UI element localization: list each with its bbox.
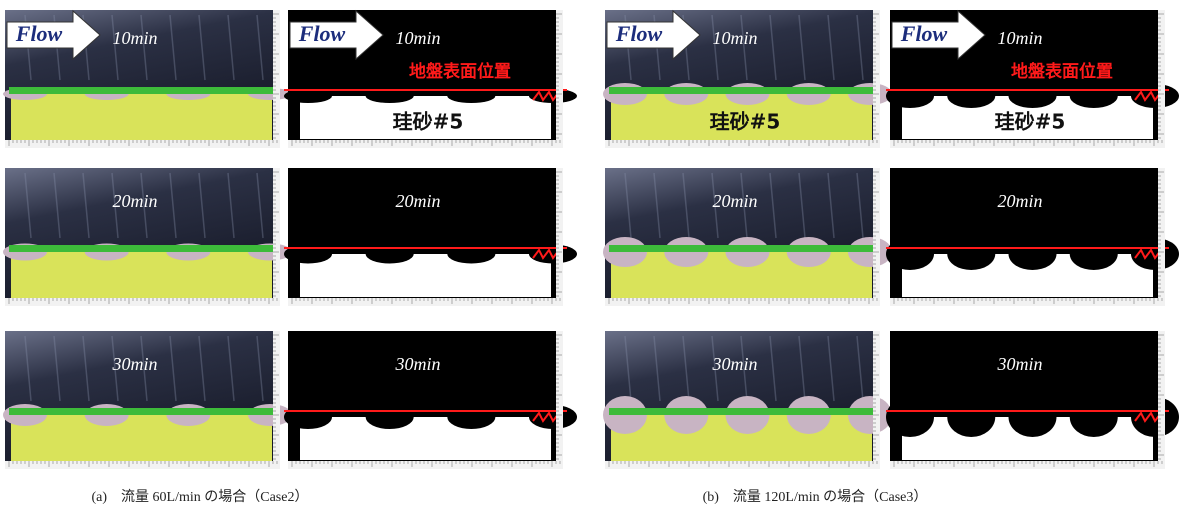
- ruler: [556, 331, 563, 469]
- flow-label: Flow: [15, 21, 63, 46]
- scour: [1009, 397, 1057, 437]
- sand: [11, 252, 272, 298]
- scour: [447, 89, 495, 103]
- scour: [886, 397, 934, 437]
- ruler: [288, 140, 563, 148]
- binary-panel: 30min: [886, 331, 1179, 469]
- binary-panel: 30min: [284, 331, 577, 469]
- ground: [300, 254, 551, 297]
- ruler: [288, 298, 563, 306]
- figure: Flow 10min Flow 10min 地盤表面位置珪砂#5 20min 20min 30…: [0, 0, 1180, 519]
- ruler: [1158, 10, 1165, 148]
- ruler: [605, 461, 880, 469]
- flow-label: Flow: [900, 21, 948, 46]
- time-label: 10min: [113, 28, 158, 48]
- binary-panel: 20min: [886, 168, 1179, 306]
- caption: (a) 流量 60L/min の場合（Case2）: [92, 489, 309, 505]
- ruler: [1158, 331, 1165, 469]
- ruler: [605, 140, 880, 148]
- scour: [947, 84, 995, 108]
- photo-panel: 30min: [3, 331, 292, 469]
- time-label: 10min: [998, 28, 1043, 48]
- time-label: 20min: [713, 191, 758, 211]
- scour: [447, 405, 495, 429]
- ruler: [873, 331, 880, 469]
- ruler: [890, 461, 1165, 469]
- sand: [11, 415, 272, 461]
- scour: [947, 238, 995, 270]
- time-label: 30min: [712, 354, 758, 374]
- material-label: 珪砂#5: [995, 110, 1066, 134]
- green-band: [609, 87, 874, 94]
- ground: [300, 417, 551, 460]
- sand: [11, 94, 272, 140]
- photo-panel: 20min: [3, 168, 292, 306]
- ruler: [273, 168, 280, 306]
- scour: [1009, 238, 1057, 270]
- scour: [886, 238, 934, 270]
- scour: [1070, 238, 1118, 270]
- photo-panel: Flow 10min 珪砂#5: [603, 10, 892, 148]
- flow-label: Flow: [615, 21, 663, 46]
- time-label: 30min: [112, 354, 158, 374]
- material-label: 珪砂#5: [710, 110, 781, 134]
- green-band: [9, 87, 274, 94]
- ruler: [873, 10, 880, 148]
- ruler: [273, 10, 280, 148]
- surface-label: 地盤表面位置: [1011, 61, 1113, 82]
- binary-panel: 20min: [284, 168, 577, 306]
- scour: [284, 89, 332, 103]
- material-label: 珪砂#5: [393, 110, 464, 134]
- scour: [1070, 397, 1118, 437]
- ruler: [273, 331, 280, 469]
- photo-panel: 20min: [603, 168, 892, 306]
- photo-panel: Flow 10min: [3, 10, 292, 148]
- ruler: [605, 298, 880, 306]
- scour: [886, 84, 934, 108]
- scour: [284, 405, 332, 429]
- green-band: [609, 245, 874, 252]
- scour: [947, 397, 995, 437]
- time-label: 20min: [396, 191, 441, 211]
- time-label: 20min: [998, 191, 1043, 211]
- scour: [366, 89, 414, 103]
- caption: (b) 流量 120L/min の場合（Case3）: [703, 489, 928, 505]
- ruler: [873, 168, 880, 306]
- ruler: [556, 168, 563, 306]
- green-band: [9, 245, 274, 252]
- scour: [1009, 84, 1057, 108]
- ruler: [556, 10, 563, 148]
- photo-panel: 30min: [603, 331, 892, 469]
- time-label: 10min: [396, 28, 441, 48]
- ruler: [1158, 168, 1165, 306]
- green-band: [609, 408, 874, 415]
- scour: [1070, 84, 1118, 108]
- time-label: 20min: [113, 191, 158, 211]
- time-label: 30min: [997, 354, 1043, 374]
- time-label: 10min: [713, 28, 758, 48]
- ruler: [288, 461, 563, 469]
- ruler: [5, 140, 280, 148]
- ruler: [5, 298, 280, 306]
- surface-label: 地盤表面位置: [409, 61, 511, 82]
- green-band: [9, 408, 274, 415]
- time-label: 30min: [395, 354, 441, 374]
- flow-label: Flow: [298, 21, 346, 46]
- ruler: [890, 140, 1165, 148]
- ruler: [890, 298, 1165, 306]
- ruler: [5, 461, 280, 469]
- scour: [366, 405, 414, 429]
